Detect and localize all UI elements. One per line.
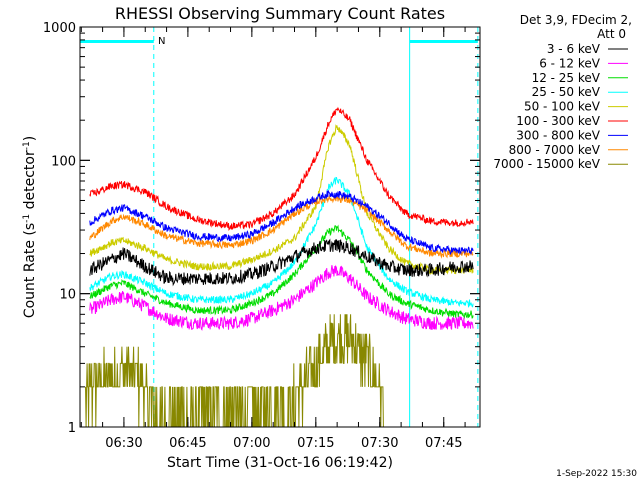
plot-timestamp: 1-Sep-2022 15:30 bbox=[556, 469, 637, 479]
x-tick-label: 07:00 bbox=[233, 436, 270, 451]
legend-entry-label: 25 - 50 keV bbox=[532, 85, 601, 99]
legend-entry-label: 3 - 6 keV bbox=[547, 42, 601, 56]
legend-header: Att 0 bbox=[597, 27, 626, 41]
series-line bbox=[85, 314, 384, 428]
legend-entry-label: 7000 - 15000 keV bbox=[493, 157, 600, 171]
plot-frame bbox=[79, 26, 481, 428]
x-tick-label: 07:45 bbox=[425, 436, 462, 451]
legend-entry-label: 12 - 25 keV bbox=[532, 71, 601, 85]
series-lines bbox=[85, 106, 474, 428]
legend-entry-label: 6 - 12 keV bbox=[539, 56, 601, 70]
series-line bbox=[89, 224, 474, 320]
y-tick-label: 10 bbox=[59, 288, 76, 303]
y-tick-label: 1000 bbox=[43, 21, 76, 36]
night-annotation: N bbox=[158, 36, 165, 47]
series-line bbox=[89, 176, 474, 308]
series-line bbox=[89, 124, 474, 276]
x-axis-ticks: 06:30 06:45 07:00 07:15 07:30 07:45 bbox=[80, 27, 466, 451]
x-tick-label: 06:45 bbox=[169, 436, 206, 451]
legend-entry-label: 800 - 7000 keV bbox=[509, 143, 601, 157]
series-line bbox=[89, 106, 474, 232]
x-tick-label: 07:15 bbox=[297, 436, 334, 451]
series-line bbox=[89, 190, 474, 256]
legend-header: Det 3,9, FDecim 2, bbox=[520, 13, 632, 27]
y-tick-label: 100 bbox=[51, 154, 76, 169]
series-line bbox=[89, 194, 474, 259]
x-tick-label: 06:30 bbox=[105, 436, 142, 451]
legend-entry-label: 300 - 800 keV bbox=[516, 128, 600, 142]
legend-entry-label: 100 - 300 keV bbox=[516, 114, 600, 128]
series-line bbox=[89, 264, 474, 331]
chart-title: RHESSI Observing Summary Count Rates bbox=[115, 4, 445, 23]
night-bar bbox=[409, 40, 478, 43]
y-axis-label: Count Rate (s-1 detector-1) bbox=[22, 136, 38, 318]
y-axis-ticks: 1 10 100 1000 bbox=[43, 21, 480, 436]
series-line bbox=[89, 238, 474, 287]
legend-entry-label: 50 - 100 keV bbox=[524, 100, 601, 114]
x-axis-label: Start Time (31-Oct-16 06:19:42) bbox=[167, 455, 393, 471]
night-bar bbox=[80, 40, 154, 43]
x-tick-label: 07:30 bbox=[361, 436, 398, 451]
y-tick-label: 1 bbox=[68, 421, 76, 436]
